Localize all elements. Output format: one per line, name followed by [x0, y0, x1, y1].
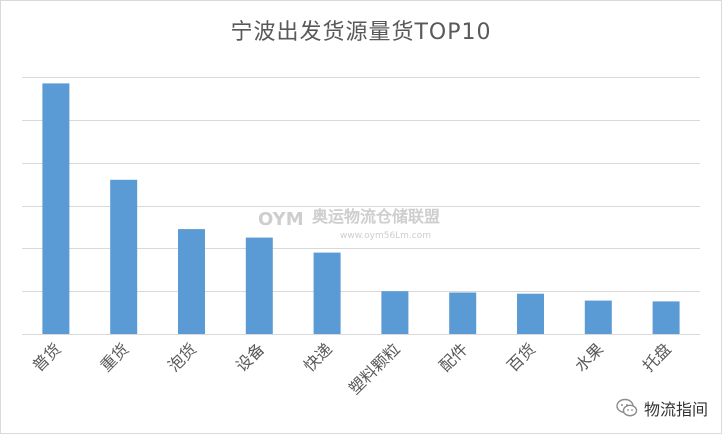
watermark-logo: OYM [258, 209, 304, 230]
bar-9 [584, 300, 612, 334]
category-label: 百货 [503, 339, 539, 375]
bar-2 [110, 179, 138, 334]
category-label: 普货 [29, 339, 65, 375]
footer-brand: 物流指间 [616, 396, 708, 420]
chart-title: 宁波出发货源量货TOP10 [230, 20, 492, 45]
category-label: 泡货 [164, 339, 200, 375]
watermark: OYM 奥运物流仓储联盟 www.oym56Lm.com [258, 207, 440, 241]
bar-3 [178, 229, 205, 334]
bar-10 [652, 301, 680, 334]
category-label: 重货 [96, 339, 132, 375]
bar-8 [517, 293, 544, 334]
footer-label: 物流指间 [643, 400, 708, 419]
category-labels: 普货 重货 泡货 设备 快递 塑料颗粒 配件 百货 水果 托盘 [29, 339, 675, 398]
watermark-name: 奥运物流仓储联盟 [312, 207, 440, 226]
bar-5 [313, 252, 341, 334]
category-label: 快递 [300, 339, 336, 375]
bar-6 [381, 291, 409, 334]
category-label: 托盘 [639, 339, 675, 375]
watermark-url: www.oym56Lm.com [340, 231, 431, 241]
bar-1 [42, 83, 70, 335]
bar-4 [245, 237, 273, 334]
category-label: 配件 [435, 339, 471, 375]
wechat-icon [616, 397, 638, 419]
category-label: 塑料颗粒 [345, 339, 404, 398]
category-label: 水果 [571, 339, 607, 375]
bar-7 [449, 292, 477, 334]
bars [42, 83, 680, 335]
category-label: 设备 [232, 339, 268, 375]
